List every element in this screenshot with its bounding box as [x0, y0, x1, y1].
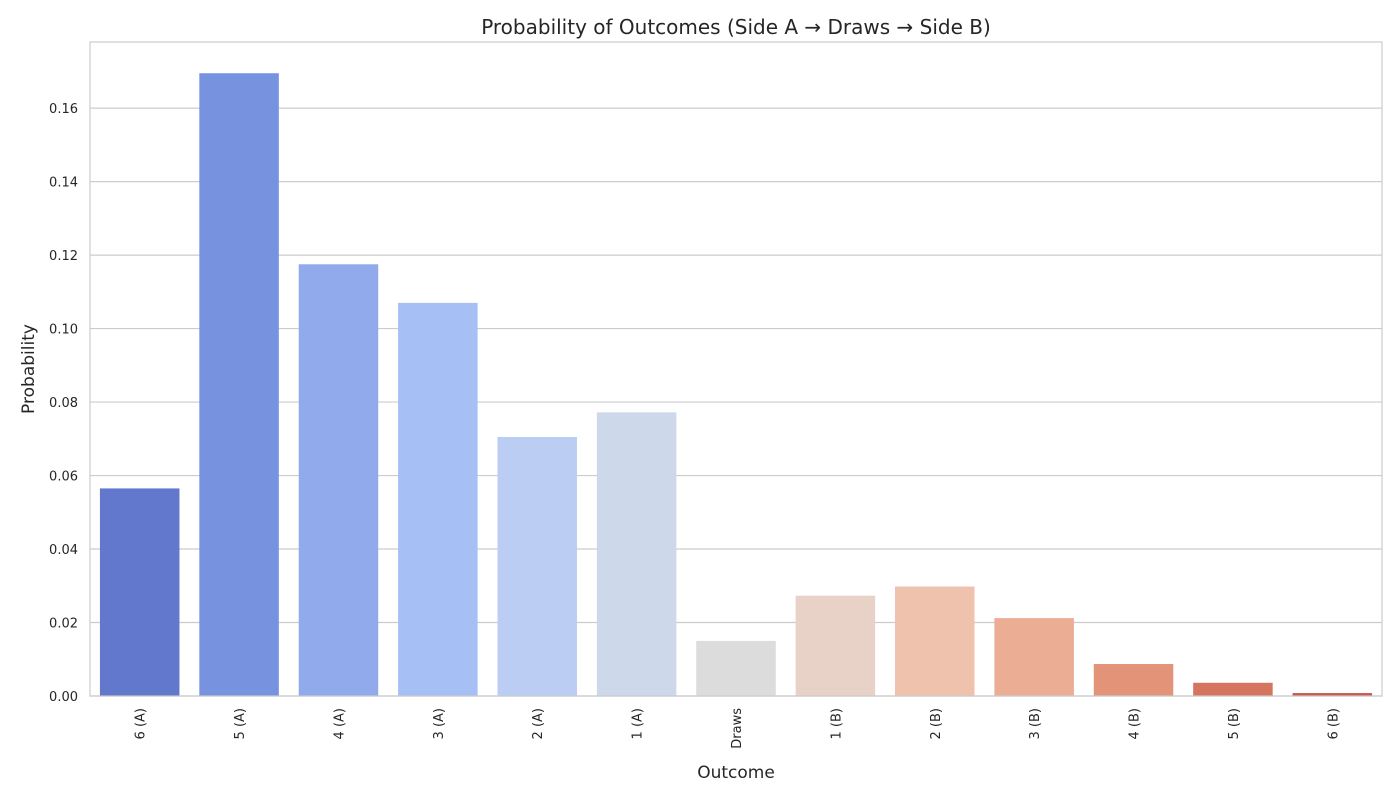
bar-7 — [795, 595, 876, 696]
x-tick-label: 4 (A) — [332, 708, 347, 739]
y-tick-label: 0.02 — [49, 617, 78, 632]
x-tick-labels: 6 (A) 5 (A) 4 (A) 3 (A) 2 (A) 1 (A) Draws 1 (B)… — [134, 708, 1342, 749]
x-tick-label: 5 (B) — [1227, 708, 1242, 739]
x-tick-label: 2 (B) — [929, 708, 944, 739]
bars — [99, 73, 1373, 696]
bar-12 — [1292, 693, 1373, 696]
bar-3 — [398, 302, 478, 696]
bar-10 — [1093, 664, 1174, 696]
chart-title: Probability of Outcomes (Side A → Draws … — [481, 15, 991, 39]
x-tick-label: 4 (B) — [1128, 708, 1143, 739]
x-tick-label: 1 (B) — [829, 708, 844, 739]
y-tick-label: 0.16 — [49, 102, 78, 117]
y-tick-label: 0.10 — [49, 323, 78, 338]
y-tick-label: 0.00 — [49, 690, 78, 705]
y-tick-label: 0.14 — [49, 176, 78, 191]
y-tick-label: 0.08 — [49, 396, 78, 411]
bar-4 — [497, 436, 577, 696]
y-tick-label: 0.06 — [49, 470, 78, 485]
y-tick-label: 0.12 — [49, 249, 78, 264]
y-tick-label: 0.04 — [49, 543, 78, 558]
bar-6 — [696, 640, 776, 696]
bar-8 — [895, 586, 975, 696]
bar-9 — [994, 618, 1074, 696]
bar-11 — [1193, 682, 1273, 696]
bar-5 — [596, 412, 677, 696]
x-axis-title: Outcome — [697, 763, 775, 783]
x-tick-label: Draws — [730, 708, 745, 749]
bar-2 — [298, 264, 379, 696]
bar-0 — [99, 488, 180, 696]
x-tick-label: 2 (A) — [531, 708, 546, 739]
y-tick-labels: 0.00 0.02 0.04 0.06 0.08 0.10 0.12 0.14 0.16 — [49, 102, 78, 705]
x-tick-label: 6 (A) — [134, 708, 149, 739]
bar-1 — [199, 73, 279, 696]
y-axis-title: Probability — [19, 324, 39, 414]
x-tick-label: 3 (B) — [1028, 708, 1043, 739]
x-tick-label: 6 (B) — [1326, 708, 1341, 739]
x-tick-label: 1 (A) — [631, 708, 646, 739]
x-tick-label: 5 (A) — [233, 708, 248, 739]
x-tick-label: 3 (A) — [432, 708, 447, 739]
plot-frame — [89, 41, 1383, 697]
